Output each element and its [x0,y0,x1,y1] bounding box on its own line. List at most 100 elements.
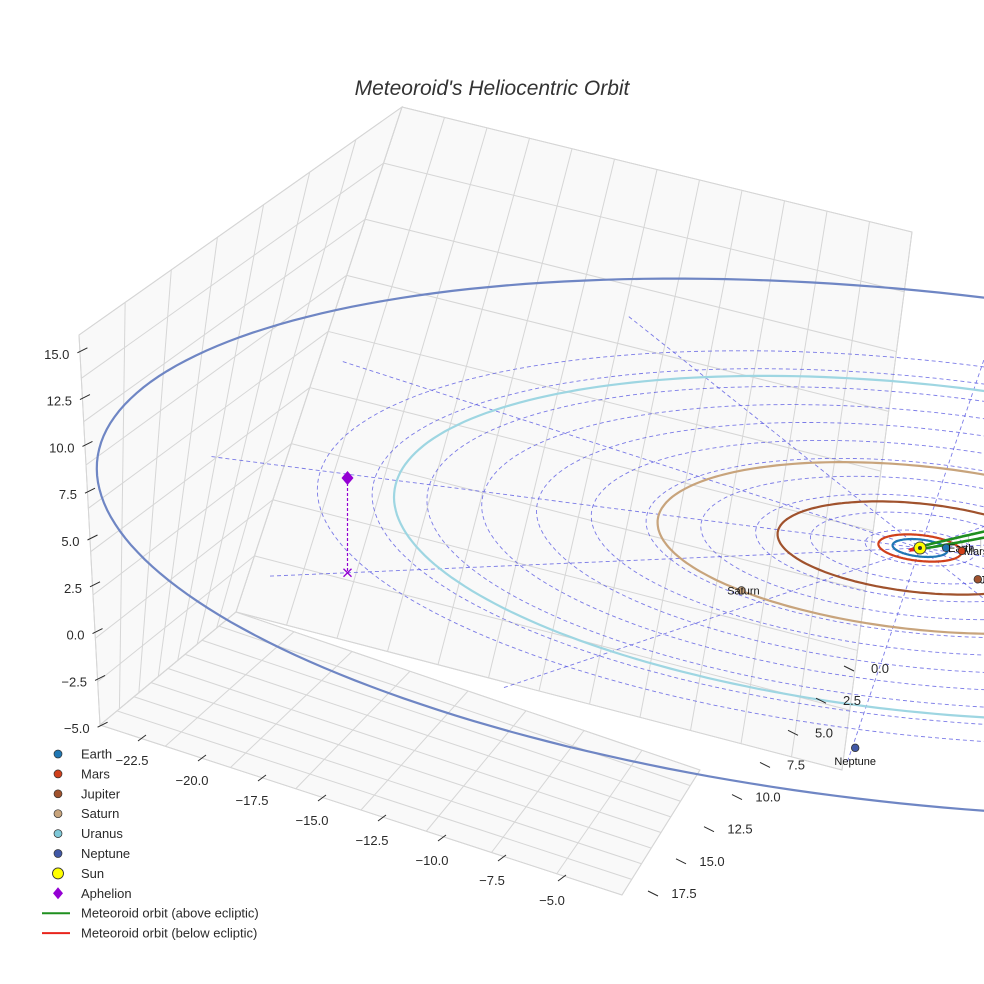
x-tick-mark [557,874,567,882]
gridline-floor [556,749,643,875]
y-tick-label: 7.5 [787,757,805,772]
gridline-back-vertical [538,169,658,692]
z-tick-label: 15.0 [44,347,69,362]
gridline-left-vertical [78,334,101,726]
gridline-floor [491,730,585,853]
gridline-left-horizontal [92,443,292,596]
gridline-back-horizontal [309,387,874,532]
z-tick-mark [97,721,108,728]
gridline-left-horizontal [88,331,329,509]
orbit-uranus [392,374,984,719]
gridline-back-horizontal [254,555,850,711]
legend-label: Sun [81,866,104,881]
x-tick-label: −20.0 [176,773,209,788]
x-tick-mark [317,794,327,802]
gridline-left-horizontal [97,555,255,683]
y-tick-mark [647,890,659,897]
gridline-floor [133,696,642,865]
ecliptic-ring [426,386,984,708]
planet-saturn-label: Saturn [727,585,759,597]
gridline-left-vertical [216,139,357,629]
x-tick-label: −17.5 [236,793,269,808]
gridline-back-vertical [589,179,700,705]
gridline-back-vertical [690,200,785,731]
x-tick-mark [137,734,147,742]
gridline-back-horizontal [346,274,889,412]
gridline-left-vertical [196,172,311,645]
z-tick-mark [79,394,91,401]
gridline-left-horizontal [90,387,311,553]
legend-swatch [52,867,64,880]
gridline-left-vertical [157,237,218,677]
planet-neptune-marker [851,743,860,753]
z-tick-mark [77,347,88,354]
point-markers: EarthMarsJupiterSaturnNeptune [341,470,984,768]
y-tick-label: 12.5 [727,822,752,837]
gridline-left-horizontal [95,499,274,639]
gridline-back-vertical [488,158,615,678]
z-tick-label: 7.5 [59,487,77,502]
x-tick-label: −5.0 [539,893,565,908]
z-tick-label: 2.5 [64,581,82,596]
x-tick-mark [197,754,207,762]
gridline-left-horizontal [83,218,366,423]
legend-swatch [53,809,63,819]
z-tick-mark [89,581,101,588]
gridline-back-vertical [336,127,488,639]
orbit-earth [891,537,949,559]
ecliptic-ring [536,422,984,673]
orbit-jupiter [776,500,984,596]
y-tick-mark [703,826,715,833]
gridline-floor [99,724,623,896]
z-tick-mark [84,487,96,494]
x-tick-label: −12.5 [356,833,389,848]
legend-swatch [53,789,63,799]
sun-center [918,546,922,550]
y-tick-mark [787,729,799,736]
legend-label: Jupiter [81,786,121,801]
ecliptic-ring [316,350,984,743]
meteoroid-orbit [908,530,984,552]
gridline-left-vertical [177,204,265,661]
legend: Earth Mars Jupiter Saturn Uranus Neptune Sun Ap… [42,747,259,941]
z-tick-mark [82,440,93,447]
legend-label: Meteoroid orbit (below ecliptic) [81,926,257,941]
x-tick-label: −22.5 [116,753,149,768]
z-tick-label: −2.5 [61,674,87,689]
z-tick-label: 0.0 [66,628,84,643]
orbit-saturn [656,461,984,635]
y-tick-mark [843,665,855,672]
planet-mars-label: Mars [964,546,984,558]
legend-swatch [53,829,63,838]
planet-earth-marker [941,543,951,553]
legend-label: Mars [81,766,110,781]
planet-jupiter-label: Jupiter [980,574,984,586]
legend-swatch [53,887,63,900]
z-tick-mark [87,534,98,541]
gridline-back-vertical [791,221,870,757]
legend-label: Saturn [81,806,119,821]
legend-swatch [53,849,63,858]
gridline-floor [150,682,652,849]
y-tick-label: 5.0 [815,725,833,740]
gridline-left-horizontal [85,274,347,466]
gridline-left-horizontal [78,106,403,336]
planet-neptune-label: Neptune [834,756,876,768]
z-tick-label: −5.0 [64,721,90,736]
z-tick-label: 5.0 [61,534,79,549]
gridline-floor [167,668,662,833]
y-tick-label: 17.5 [671,886,696,901]
x-tick-label: −10.0 [416,853,449,868]
gridline-floor [116,710,632,880]
y-tick-label: 0.0 [871,661,889,676]
gridline-back-vertical [286,117,445,626]
planet-jupiter-marker [973,575,983,584]
y-tick-mark [759,761,771,768]
planet-mars-marker [957,546,967,556]
gridline-back-horizontal [328,330,882,472]
y-tick-mark [815,697,827,704]
planet-orbits [95,277,984,812]
y-tick-label: 15.0 [699,854,724,869]
gridline-back-horizontal [401,106,913,233]
